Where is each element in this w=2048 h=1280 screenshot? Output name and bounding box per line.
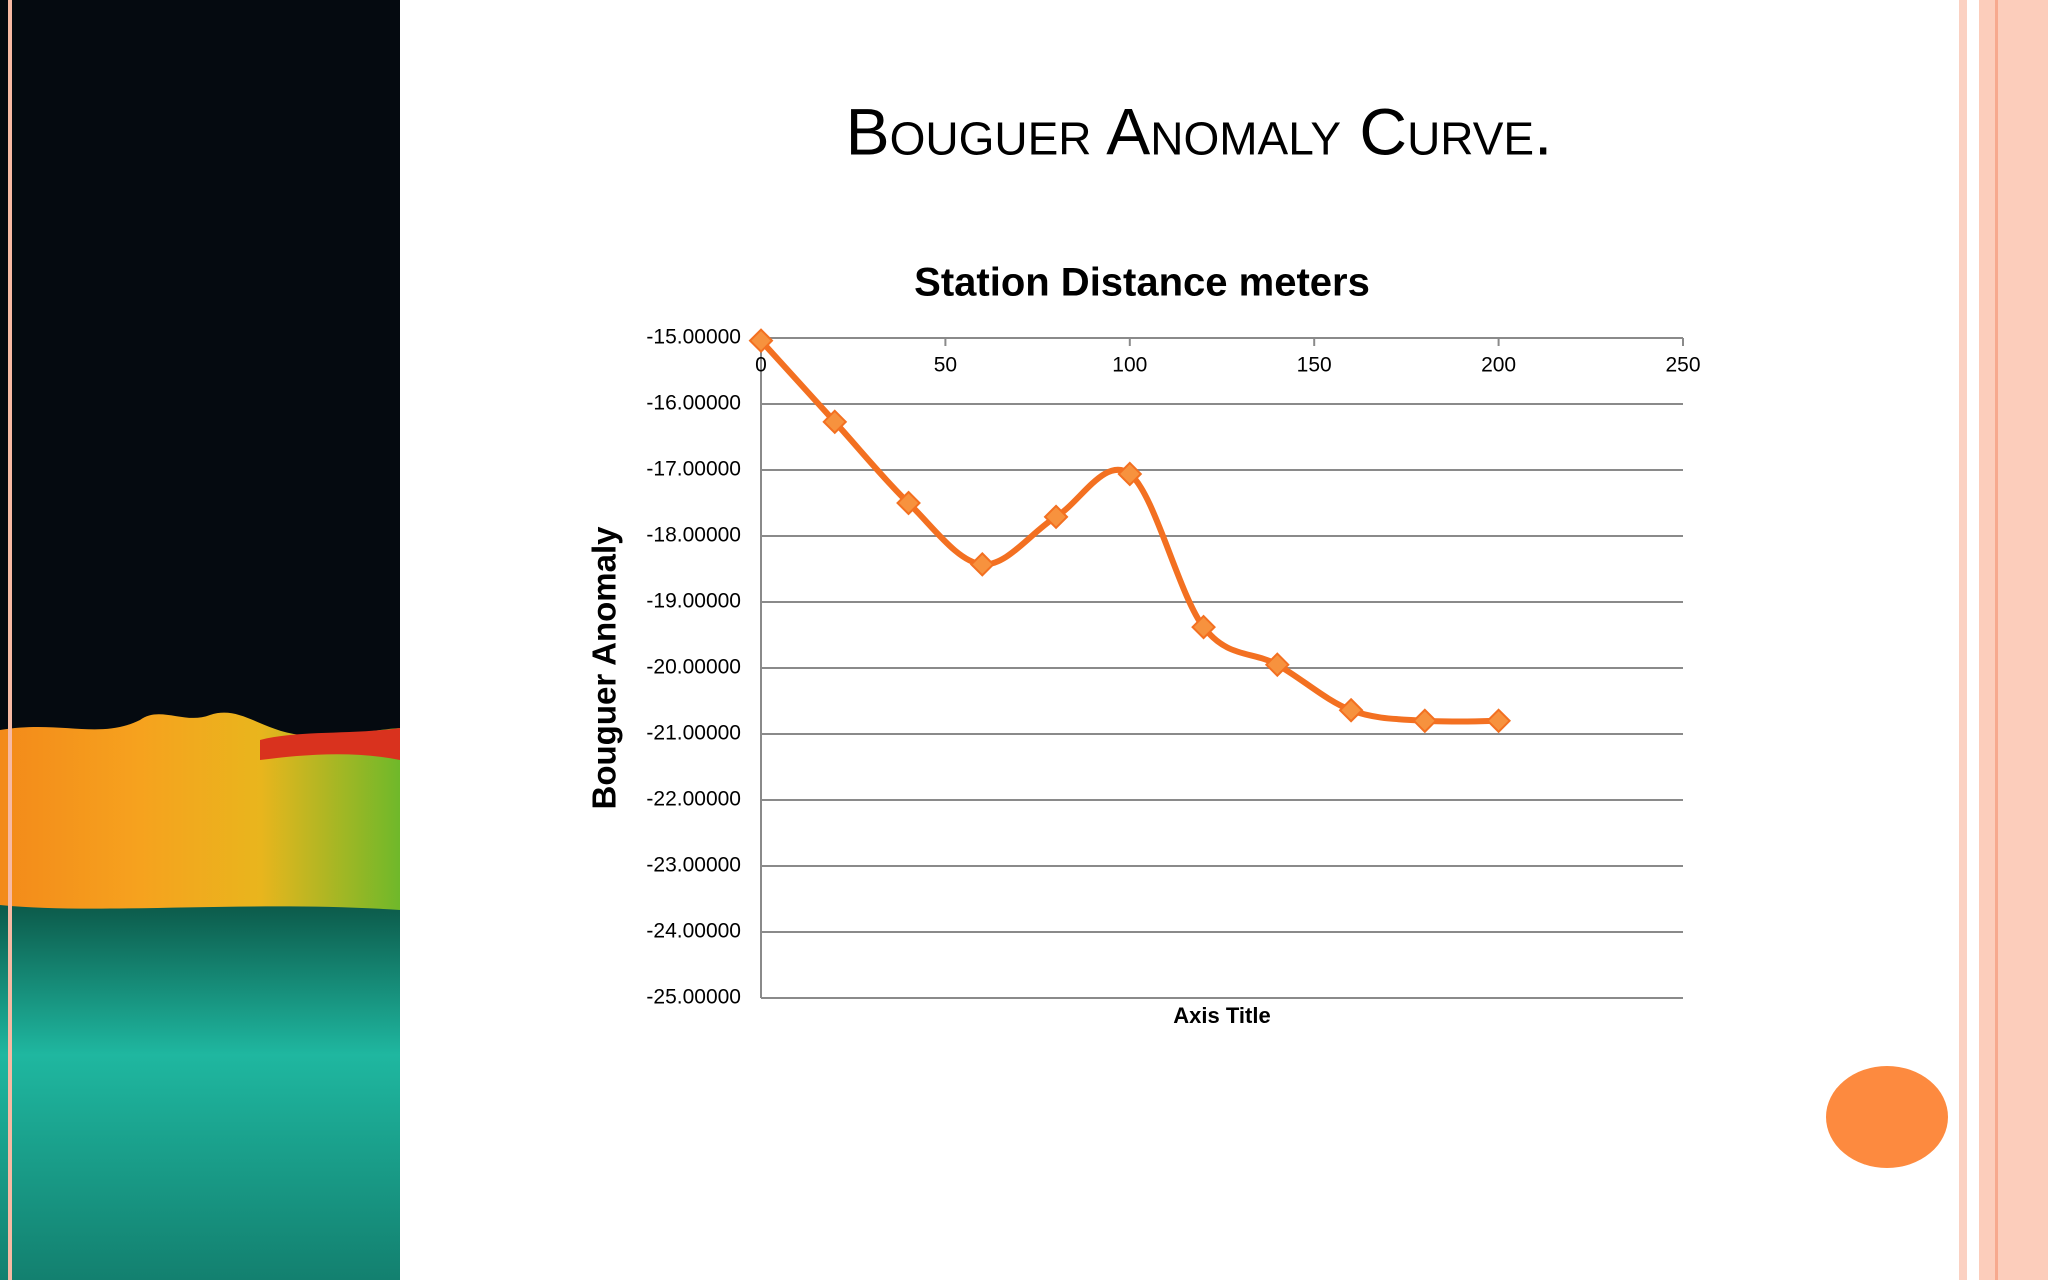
side-image-ridge xyxy=(0,712,400,930)
y-tick-label: -25.00000 xyxy=(646,986,741,1009)
slide-title: Bouguer Anomaly Curve. xyxy=(846,94,1553,168)
y-tick-label: -17.00000 xyxy=(646,458,741,481)
y-axis-title: Bouguer Anomaly xyxy=(586,526,623,810)
x-tick-label: 200 xyxy=(1481,354,1516,377)
y-tick-label: -18.00000 xyxy=(646,524,741,547)
data-line xyxy=(758,338,1499,725)
right-stripe-line xyxy=(1995,0,1998,1280)
data-marker xyxy=(1486,708,1512,734)
y-tick-label: -22.00000 xyxy=(646,788,741,811)
data-marker xyxy=(969,551,995,577)
side-image-sea xyxy=(0,905,400,1280)
x-tick-label: 150 xyxy=(1297,354,1332,377)
data-marker xyxy=(1412,708,1438,734)
x-axis-title: Axis Title xyxy=(1173,1003,1270,1028)
y-tick-label: -21.00000 xyxy=(646,722,741,745)
data-marker xyxy=(1117,461,1143,487)
left-stripe xyxy=(8,0,12,1280)
data-marker xyxy=(822,409,848,435)
chart-title: Station Distance meters xyxy=(914,261,1370,305)
data-marker xyxy=(1043,504,1069,530)
data-marker xyxy=(1338,697,1364,723)
y-tick-label: -16.00000 xyxy=(646,392,741,415)
decor-circle xyxy=(1826,1066,1948,1168)
right-band xyxy=(1979,0,2048,1280)
y-tick-label: -23.00000 xyxy=(646,854,741,877)
x-tick-label: 0 xyxy=(755,354,767,377)
data-marker xyxy=(1264,652,1290,678)
right-stripe xyxy=(1959,0,1967,1280)
y-tick-label: -24.00000 xyxy=(646,920,741,943)
y-tick-label: -20.00000 xyxy=(646,656,741,679)
y-tick-label: -19.00000 xyxy=(646,590,741,613)
x-tick-label: 250 xyxy=(1665,354,1700,377)
y-tick-label: -15.00000 xyxy=(646,326,741,349)
side-image-ridge-red xyxy=(260,728,400,760)
data-marker xyxy=(1191,614,1216,640)
x-tick-label: 100 xyxy=(1112,354,1147,377)
data-marker xyxy=(748,328,774,354)
x-tick-label: 50 xyxy=(934,354,957,377)
data-marker xyxy=(896,490,921,516)
